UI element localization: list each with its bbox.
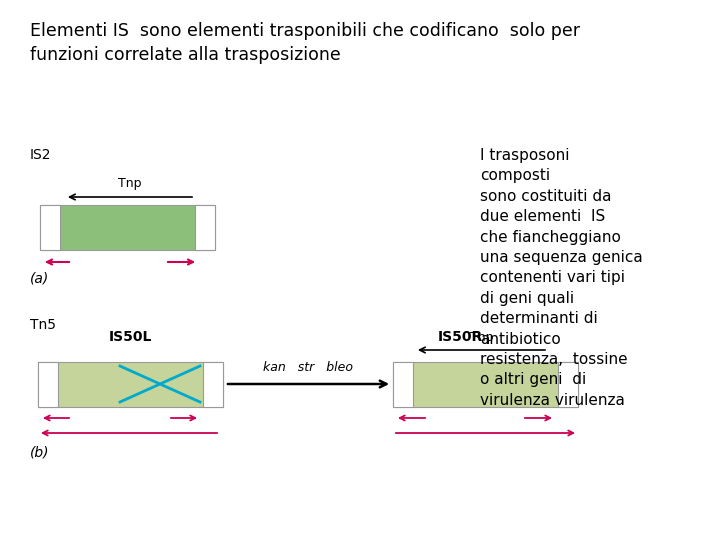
Bar bbox=[558, 362, 578, 407]
Text: funzioni correlate alla trasposizione: funzioni correlate alla trasposizione bbox=[30, 46, 341, 64]
Text: (b): (b) bbox=[30, 445, 50, 459]
Bar bbox=[203, 362, 223, 407]
Text: IS50L: IS50L bbox=[108, 330, 152, 344]
Bar bbox=[40, 205, 60, 250]
Text: Tn5: Tn5 bbox=[30, 318, 56, 332]
Text: (a): (a) bbox=[30, 272, 49, 286]
Bar bbox=[393, 362, 413, 407]
Bar bbox=[38, 362, 58, 407]
Bar bbox=[393, 362, 578, 407]
Text: kan   str   bleo: kan str bleo bbox=[263, 361, 353, 374]
Bar bbox=[38, 362, 223, 407]
Text: Tnp: Tnp bbox=[118, 177, 142, 190]
Text: IS50R: IS50R bbox=[437, 330, 482, 344]
Text: IS2: IS2 bbox=[30, 148, 52, 162]
Bar bbox=[40, 205, 215, 250]
Text: Elementi IS  sono elementi trasponibili che codificano  solo per: Elementi IS sono elementi trasponibili c… bbox=[30, 22, 580, 40]
Bar bbox=[195, 205, 215, 250]
Text: I trasposoni
composti
sono costituiti da
due elementi  IS
che fiancheggiano
una : I trasposoni composti sono costituiti da… bbox=[480, 148, 643, 408]
Text: Tnp: Tnp bbox=[470, 331, 494, 344]
